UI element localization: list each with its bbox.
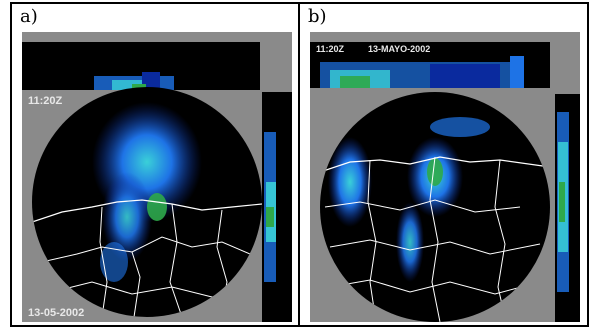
radar-image-b: 11:20Z 13-MAYO-2002: [310, 32, 580, 322]
radar-date: 13-05-2002: [28, 307, 84, 319]
radar-composite-b: 11:20Z 13-MAYO-2002: [310, 32, 580, 322]
radar-date: 13-MAYO-2002: [368, 44, 430, 54]
panel-label: a): [20, 6, 38, 27]
radar-composite-a: 11:20Z 13-05-2002: [22, 32, 292, 322]
panel-label: b): [308, 6, 327, 27]
radar-image-a: 11:20Z 13-05-2002: [22, 32, 292, 322]
panel-a: a): [10, 2, 300, 327]
panel-b: b): [300, 2, 589, 327]
radar-time: 11:20Z: [316, 44, 345, 54]
radar-time: 11:20Z: [28, 95, 63, 107]
